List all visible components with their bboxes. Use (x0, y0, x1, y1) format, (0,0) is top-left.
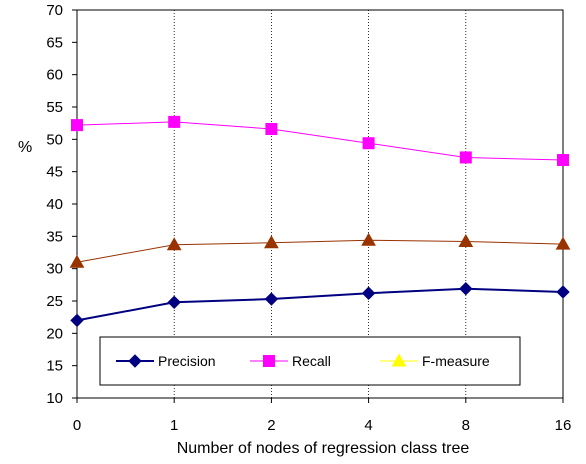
f-measure-point (264, 235, 279, 249)
f-measure-point (361, 232, 376, 246)
y-tick-label: 40 (46, 196, 63, 213)
y-tick-label: 50 (46, 131, 63, 148)
f-measure-point (458, 233, 474, 248)
legend-swatch-marker (391, 353, 407, 367)
x-tick-label: 16 (555, 417, 572, 434)
series-precision (70, 282, 570, 328)
x-tick-label: 2 (267, 417, 275, 434)
recall-line (76, 121, 564, 161)
legend-swatch-marker (263, 355, 275, 367)
precision-point (70, 313, 84, 328)
y-tick-label: 25 (46, 293, 63, 310)
y-tick-label: 55 (46, 99, 63, 116)
y-tick-label: 35 (46, 228, 63, 245)
legend-box (99, 336, 521, 386)
legend-swatch-marker (128, 354, 142, 368)
recall-point (265, 122, 278, 135)
y-tick-label: 60 (46, 67, 63, 84)
x-axis-label: Number of nodes of regression class tree (177, 440, 470, 457)
recall-point (557, 154, 569, 167)
f-measure-point (555, 236, 571, 250)
y-axis-ticks: 10 15 20 25 30 35 40 45 50 55 60 65 70 (46, 2, 77, 407)
precision-point (556, 285, 570, 299)
x-tick-label: 4 (364, 417, 372, 434)
y-tick-label: 65 (46, 34, 63, 51)
x-axis-ticks: 0 1 2 4 8 16 (73, 398, 572, 434)
legend-item-precision: Precision (116, 353, 216, 369)
legend-label: Recall (292, 353, 331, 369)
y-tick-label: 70 (46, 2, 63, 19)
x-tick-label: 8 (462, 417, 470, 434)
legend-item-recall: Recall (250, 353, 331, 369)
y-tick-label: 30 (46, 261, 63, 278)
recall-point (459, 151, 472, 164)
y-axis-label: % (18, 139, 32, 156)
y-tick-label: 20 (46, 325, 63, 342)
series-recall (71, 115, 569, 167)
precision-point (459, 282, 473, 296)
recall-point (362, 137, 375, 150)
recall-point (168, 115, 181, 128)
precision-point (264, 292, 279, 306)
precision-line (76, 287, 564, 322)
f-measure-line (76, 239, 564, 263)
y-tick-label: 15 (46, 358, 63, 375)
precision-point (361, 286, 376, 300)
series-group (69, 115, 571, 328)
y-tick-label: 45 (46, 164, 63, 181)
legend-item-f-measure: F-measure (380, 353, 490, 369)
y-tick-label: 10 (46, 390, 63, 407)
precision-point (167, 295, 181, 310)
series-f-measure (69, 232, 571, 268)
legend-label: Precision (158, 353, 216, 369)
x-tick-label: 0 (73, 417, 81, 434)
recall-point (71, 119, 83, 132)
f-measure-point (166, 237, 182, 251)
legend: Precision Recall F-measure (99, 336, 521, 386)
x-tick-label: 1 (170, 417, 178, 434)
f-measure-point (69, 254, 85, 268)
legend-label: F-measure (422, 353, 490, 369)
